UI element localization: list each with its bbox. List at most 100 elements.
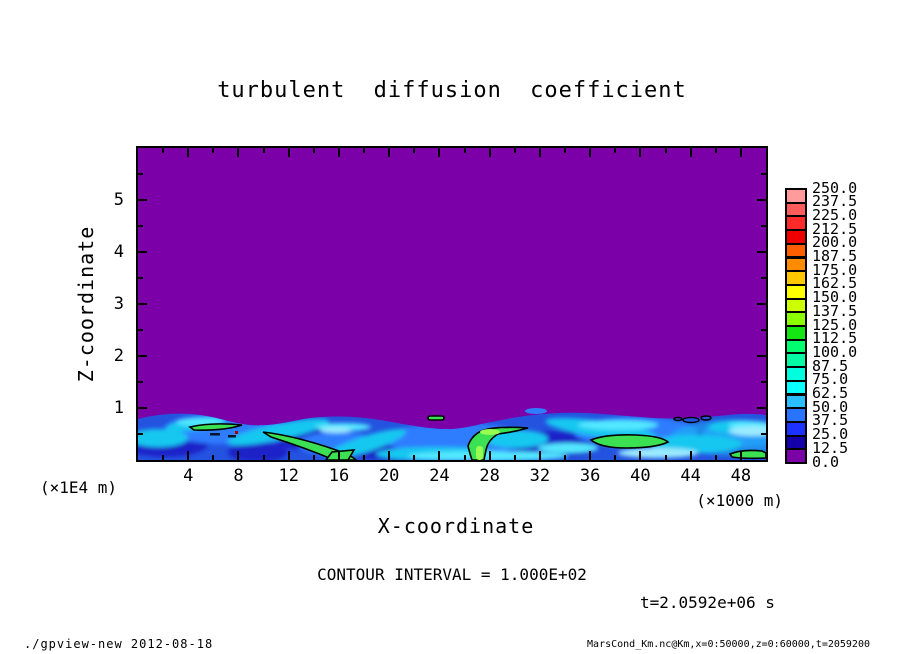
x-tick-label: 32 xyxy=(529,466,551,486)
y-tick xyxy=(138,407,147,409)
y-tick-label: 1 xyxy=(113,398,124,418)
colorbar-label: 250.0 xyxy=(812,178,858,197)
x-tick xyxy=(564,455,567,460)
x-tick xyxy=(162,148,165,153)
time-annotation: t=2.0592e+06 s xyxy=(640,593,775,612)
x-tick xyxy=(187,451,190,460)
x-tick xyxy=(714,455,717,460)
colorbar-label: 125.0 xyxy=(812,315,858,334)
y-tick xyxy=(138,251,147,253)
y-tick xyxy=(138,433,143,435)
x-tick xyxy=(187,148,190,157)
chart-title: turbulent diffusion coefficient xyxy=(217,78,687,103)
contour-100-patches xyxy=(188,415,766,460)
x-tick xyxy=(237,451,240,460)
y-axis-unit-label: (×1E4 m) xyxy=(40,478,118,497)
dark-red-speck xyxy=(235,431,238,434)
x-tick xyxy=(262,455,265,460)
x-tick xyxy=(312,148,315,153)
x-tick xyxy=(589,148,592,157)
x-tick xyxy=(413,455,416,460)
x-tick xyxy=(287,148,290,157)
x-tick xyxy=(388,451,391,460)
x-tick xyxy=(614,148,617,153)
y-tick-label: 3 xyxy=(113,294,124,314)
y-tick xyxy=(757,407,766,409)
x-tick xyxy=(614,455,617,460)
y-tick xyxy=(138,173,143,175)
y-tick xyxy=(761,433,766,435)
y-tick xyxy=(138,225,143,227)
x-tick xyxy=(689,148,692,157)
y-tick xyxy=(761,381,766,383)
x-tick xyxy=(488,148,491,157)
x-tick xyxy=(212,455,215,460)
x-tick xyxy=(388,148,391,157)
x-tick xyxy=(413,148,416,153)
x-tick xyxy=(689,451,692,460)
x-tick xyxy=(538,148,541,157)
detached-blue-speck xyxy=(525,408,547,414)
colorbar-label: 212.5 xyxy=(812,219,858,238)
colorbar-swatch xyxy=(785,448,807,464)
colorbar-label: 75.0 xyxy=(812,370,849,389)
y-tick xyxy=(757,303,766,305)
x-tick xyxy=(287,451,290,460)
x-tick xyxy=(714,148,717,153)
x-tick xyxy=(513,148,516,153)
x-tick xyxy=(337,451,340,460)
footer-command-text: ./gpview-new 2012-08-18 xyxy=(24,637,214,651)
x-tick-label: 36 xyxy=(579,466,601,486)
contour-interval-note: CONTOUR INTERVAL = 1.000E+02 xyxy=(317,565,587,584)
colorbar-label: 100.0 xyxy=(812,342,858,361)
x-tick xyxy=(739,148,742,157)
x-tick xyxy=(564,148,567,153)
colorbar-label: 25.0 xyxy=(812,425,849,444)
x-tick xyxy=(664,148,667,153)
contour-field xyxy=(138,148,766,460)
x-tick xyxy=(312,455,315,460)
colorbar-label: 0.0 xyxy=(812,452,840,471)
x-tick xyxy=(488,451,491,460)
colorbar-label: 62.5 xyxy=(812,384,849,402)
x-tick xyxy=(363,455,366,460)
colorbar-label: 200.0 xyxy=(812,233,858,252)
footer-data-info: MarsCond_Km.nc@Km,x=0:50000,z=0:60000,t=… xyxy=(587,639,870,650)
x-tick xyxy=(363,148,366,153)
plot-area xyxy=(136,146,768,462)
x-tick xyxy=(212,148,215,153)
y-tick xyxy=(138,381,143,383)
x-tick-label: 16 xyxy=(328,466,350,486)
x-tick xyxy=(513,455,516,460)
x-tick xyxy=(739,451,742,460)
y-tick xyxy=(138,355,147,357)
y-tick xyxy=(138,329,143,331)
x-tick-label: 8 xyxy=(233,466,244,486)
x-axis-unit-label: (×1000 m) xyxy=(696,491,783,510)
x-tick-label: 12 xyxy=(278,466,299,486)
y-tick xyxy=(138,199,147,201)
colorbar-label: 175.0 xyxy=(812,260,858,279)
colorbar-label: 187.5 xyxy=(812,247,858,265)
x-tick-label: 40 xyxy=(630,466,651,486)
x-tick xyxy=(237,148,240,157)
x-tick xyxy=(162,455,165,460)
colorbar-label: 37.5 xyxy=(812,411,849,430)
colorbar-label: 150.0 xyxy=(812,288,858,307)
colorbar: 250.0 237.5 225.0 212.5 200.0 187.5 175.0 162.5… xyxy=(785,180,904,478)
y-tick xyxy=(761,173,766,175)
x-tick-label: 4 xyxy=(183,466,194,486)
x-tick-label: 24 xyxy=(429,466,450,486)
x-tick-label: 48 xyxy=(730,466,752,486)
y-tick xyxy=(761,329,766,331)
x-tick xyxy=(463,455,466,460)
x-tick xyxy=(438,148,441,157)
x-tick xyxy=(664,455,667,460)
y-tick xyxy=(138,277,143,279)
x-tick xyxy=(463,148,466,153)
x-tick-label: 44 xyxy=(680,466,701,486)
x-axis-title: X-coordinate xyxy=(377,514,535,538)
colorbar-label: 225.0 xyxy=(812,205,858,224)
y-tick xyxy=(761,225,766,227)
